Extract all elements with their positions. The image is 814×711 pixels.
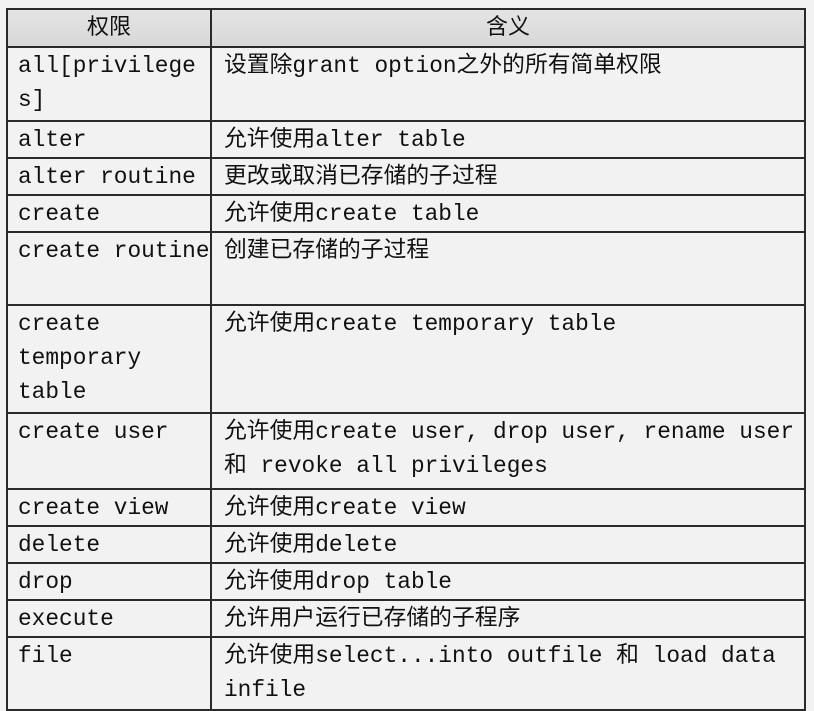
meaning-cell: 允许使用delete	[210, 525, 806, 564]
meaning-cell: 允许用户运行已存储的子程序	[210, 599, 806, 638]
table-row: create user 允许使用create user, drop user, r…	[6, 412, 806, 490]
table-row: alter 允许使用alter table	[6, 120, 806, 159]
table-row: delete 允许使用delete	[6, 525, 806, 564]
table-row: create 允许使用create table	[6, 194, 806, 233]
privileges-table: 权限 含义 all[privileges] 设置除grant option之外的所…	[6, 8, 806, 711]
meaning-cell: 更改或取消已存储的子过程	[210, 157, 806, 196]
privilege-cell: alter	[6, 120, 212, 159]
meaning-cell: 创建已存储的子过程	[210, 231, 806, 306]
meaning-cell: 允许使用drop table	[210, 562, 806, 601]
header-row: 权限 含义	[6, 8, 806, 48]
meaning-cell: 允许使用create user, drop user, rename user …	[210, 412, 806, 490]
meaning-cell: 允许使用alter table	[210, 120, 806, 159]
privilege-cell: create	[6, 194, 212, 233]
privilege-cell: create routine	[6, 231, 212, 306]
meaning-cell: 允许使用select...into outfile 和 load data in…	[210, 636, 806, 711]
privilege-cell: create temporary table	[6, 304, 212, 414]
privilege-cell: drop	[6, 562, 212, 601]
table-row: create routine 创建已存储的子过程	[6, 231, 806, 306]
table-row: execute 允许用户运行已存储的子程序	[6, 599, 806, 638]
privilege-cell: alter routine	[6, 157, 212, 196]
header-privilege: 权限	[6, 8, 212, 48]
table-row: alter routine 更改或取消已存储的子过程	[6, 157, 806, 196]
header-meaning: 含义	[210, 8, 806, 48]
privilege-cell: create user	[6, 412, 212, 490]
privilege-cell: file	[6, 636, 212, 711]
table-row: drop 允许使用drop table	[6, 562, 806, 601]
table-row: all[privileges] 设置除grant option之外的所有简单权限	[6, 46, 806, 122]
meaning-cell: 允许使用create table	[210, 194, 806, 233]
privilege-cell: execute	[6, 599, 212, 638]
privilege-cell: delete	[6, 525, 212, 564]
meaning-cell: 允许使用create view	[210, 488, 806, 527]
table-row: create view 允许使用create view	[6, 488, 806, 527]
meaning-cell: 设置除grant option之外的所有简单权限	[210, 46, 806, 122]
table-row: create temporary table 允许使用create tempora…	[6, 304, 806, 414]
table-row: file 允许使用select...into outfile 和 load dat…	[6, 636, 806, 711]
privilege-cell: create view	[6, 488, 212, 527]
privilege-cell: all[privileges]	[6, 46, 212, 122]
meaning-cell: 允许使用create temporary table	[210, 304, 806, 414]
